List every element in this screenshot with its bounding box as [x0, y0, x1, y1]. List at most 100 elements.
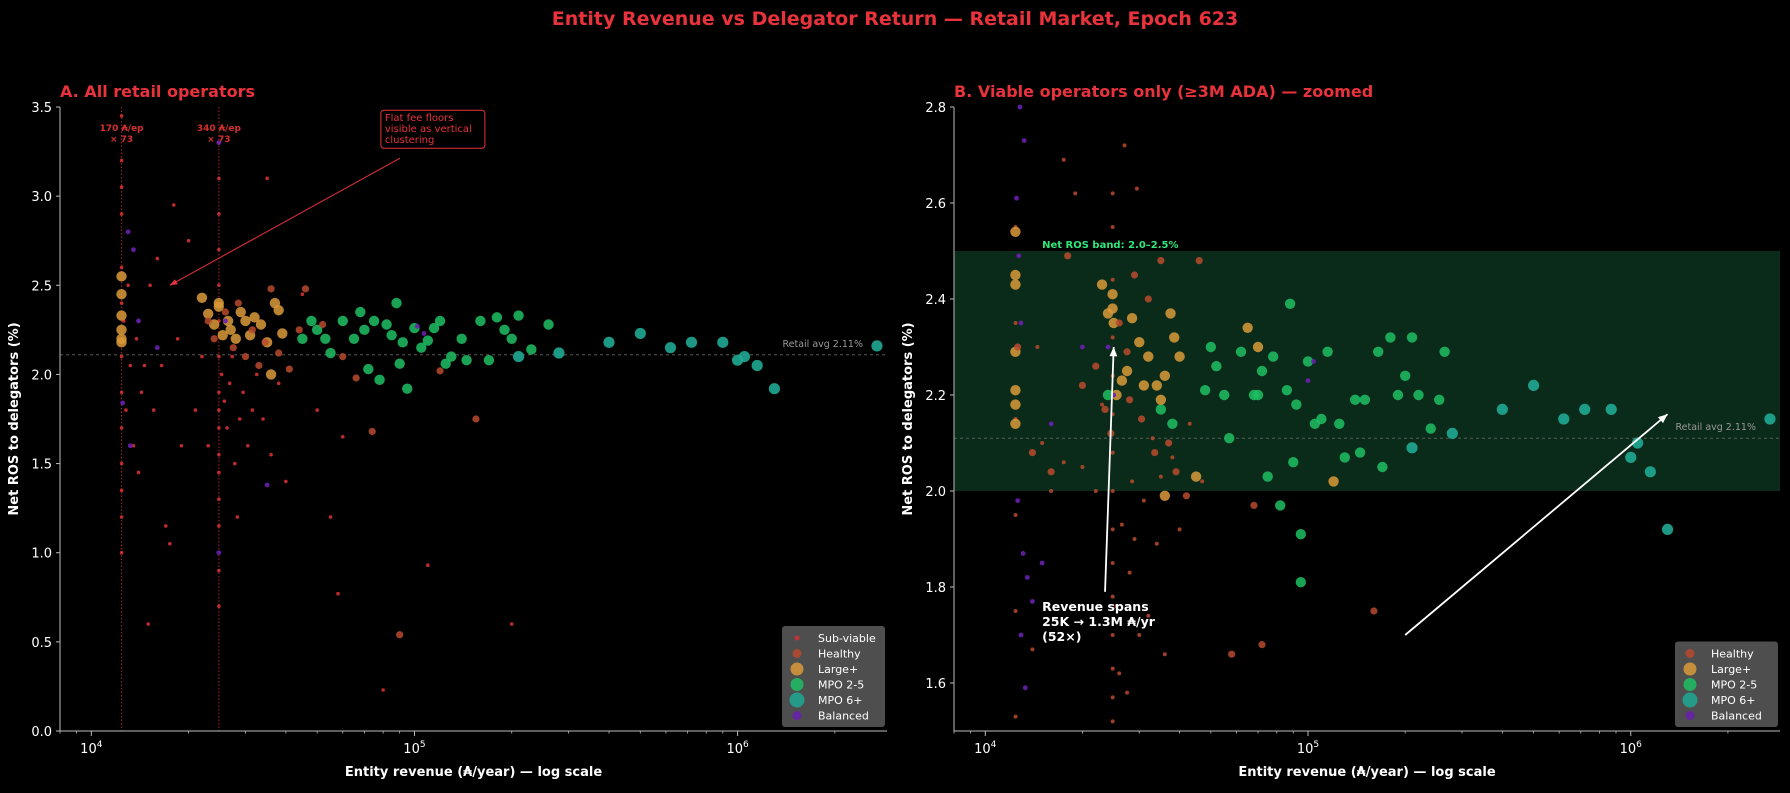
data-point-large	[1116, 375, 1128, 386]
data-point-mpo-2-5	[1373, 346, 1384, 357]
data-point-healthy	[319, 320, 327, 329]
data-point-healthy	[396, 631, 404, 639]
data-point-sub-viable	[246, 443, 250, 448]
data-point-mpo-6	[685, 336, 698, 348]
y-tick-label: 1.5	[31, 458, 52, 473]
data-point-sub-viable	[509, 622, 514, 626]
data-point-balanced	[1080, 344, 1085, 350]
data-point-healthy	[1127, 570, 1132, 575]
legend: Healthy Large+ MPO 2-5 MPO 6+ Balanced	[1675, 641, 1778, 727]
data-point-mpo-6	[1558, 413, 1570, 425]
data-point-sub-viable	[217, 408, 221, 412]
data-point-sub-viable	[128, 363, 133, 368]
data-point-healthy	[261, 338, 269, 346]
data-point-mpo-2-5	[513, 310, 524, 321]
data-point-mpo-2-5	[1322, 346, 1333, 357]
data-point-large	[1252, 341, 1264, 353]
data-point-mpo-2-5	[1219, 389, 1230, 401]
data-point-mpo-2-5	[363, 363, 374, 375]
data-point-large	[222, 315, 234, 327]
data-point-sub-viable	[217, 470, 221, 475]
data-point-mpo-2-5	[1155, 404, 1167, 415]
legend-label: Balanced	[1711, 710, 1762, 723]
data-point-healthy	[1110, 527, 1115, 532]
data-point-sub-viable	[217, 497, 221, 502]
legend-label: Healthy	[818, 648, 861, 661]
data-point-mpo-2-5	[1339, 452, 1350, 463]
data-point-balanced	[421, 331, 427, 336]
data-point-mpo-6	[768, 383, 781, 395]
data-point-large	[116, 271, 127, 282]
data-point-mpo-6	[1605, 403, 1617, 415]
annotation-text: Revenue spans	[1042, 599, 1149, 614]
data-point-sub-viable	[179, 443, 184, 448]
data-point-healthy	[210, 335, 218, 343]
fee-floor-label: 340 ₳/ep	[197, 124, 242, 134]
data-point-large	[1134, 337, 1145, 348]
data-point-healthy	[1061, 157, 1066, 162]
data-point-mpo-2-5	[1199, 385, 1211, 396]
data-point-healthy	[1130, 271, 1139, 279]
data-point-healthy	[1013, 513, 1018, 517]
data-point-healthy	[472, 415, 480, 423]
data-point-balanced	[264, 482, 270, 488]
data-point-sub-viable	[233, 461, 237, 466]
data-point-mpo-6	[603, 336, 615, 348]
legend-label: MPO 6+	[818, 694, 863, 707]
data-point-mpo-2-5	[1284, 298, 1296, 309]
annotation-arrowhead	[1109, 347, 1118, 357]
data-point-healthy	[436, 367, 444, 375]
data-point-healthy	[1130, 479, 1135, 484]
data-point-healthy	[1110, 633, 1115, 637]
y-tick-label: 0.5	[31, 636, 52, 651]
data-point-healthy	[1119, 522, 1124, 527]
data-point-mpo-2-5	[394, 358, 405, 369]
data-point-balanced	[1105, 344, 1111, 350]
legend: Sub-viable Healthy Large+ MPO 2-5 MPO 6+ Bala…	[782, 626, 885, 727]
data-point-balanced	[1018, 632, 1024, 638]
data-point-sub-viable	[131, 443, 136, 448]
chart-title: B. Viable operators only (≥3M ADA) — zoo…	[954, 82, 1373, 101]
data-point-large	[265, 369, 277, 380]
data-point-large	[1107, 303, 1118, 314]
data-point-healthy	[1141, 498, 1146, 503]
data-point-large	[1096, 279, 1108, 290]
y-tick-label: 3.5	[31, 101, 52, 116]
data-point-mpo-6	[1496, 403, 1508, 415]
data-point-mpo-2-5	[402, 383, 413, 394]
data-point-sub-viable	[124, 408, 128, 412]
data-point-healthy	[1144, 295, 1152, 303]
data-point-sub-viable	[126, 283, 130, 288]
data-point-healthy	[1117, 671, 1122, 676]
legend-label: Sub-viable	[818, 632, 876, 645]
data-point-sub-viable	[119, 488, 124, 493]
data-point-sub-viable	[250, 408, 255, 412]
data-point-healthy	[352, 374, 360, 382]
data-point-large	[116, 289, 127, 300]
legend-marker	[1685, 649, 1695, 658]
data-point-healthy	[1162, 652, 1167, 657]
data-point-mpo-2-5	[391, 297, 402, 309]
data-point-balanced	[1018, 320, 1024, 326]
y-tick-label: 2.0	[925, 485, 946, 500]
data-point-mpo-2-5	[434, 315, 446, 327]
data-point-mpo-2-5	[1413, 389, 1424, 401]
y-tick-label: 2.8	[925, 101, 946, 116]
data-point-mpo-6	[751, 359, 763, 372]
data-point-sub-viable	[119, 461, 124, 466]
data-point-balanced	[1030, 599, 1035, 604]
data-point-large	[1159, 490, 1171, 501]
data-point-healthy	[1110, 191, 1115, 196]
data-point-sub-viable	[119, 185, 124, 190]
legend-marker	[790, 662, 804, 676]
data-point-healthy	[1110, 450, 1115, 455]
y-axis-label: Net ROS to delegators (%)	[7, 322, 22, 515]
chart-panel-b: B. Viable operators only (≥3M ADA) — zoo…	[901, 82, 1780, 780]
data-point-sub-viable	[217, 604, 221, 608]
ros-band	[954, 251, 1780, 491]
data-point-mpo-2-5	[1267, 351, 1279, 362]
y-tick-label: 1.6	[925, 677, 946, 692]
data-point-large	[1010, 226, 1021, 237]
data-point-healthy	[221, 308, 230, 316]
